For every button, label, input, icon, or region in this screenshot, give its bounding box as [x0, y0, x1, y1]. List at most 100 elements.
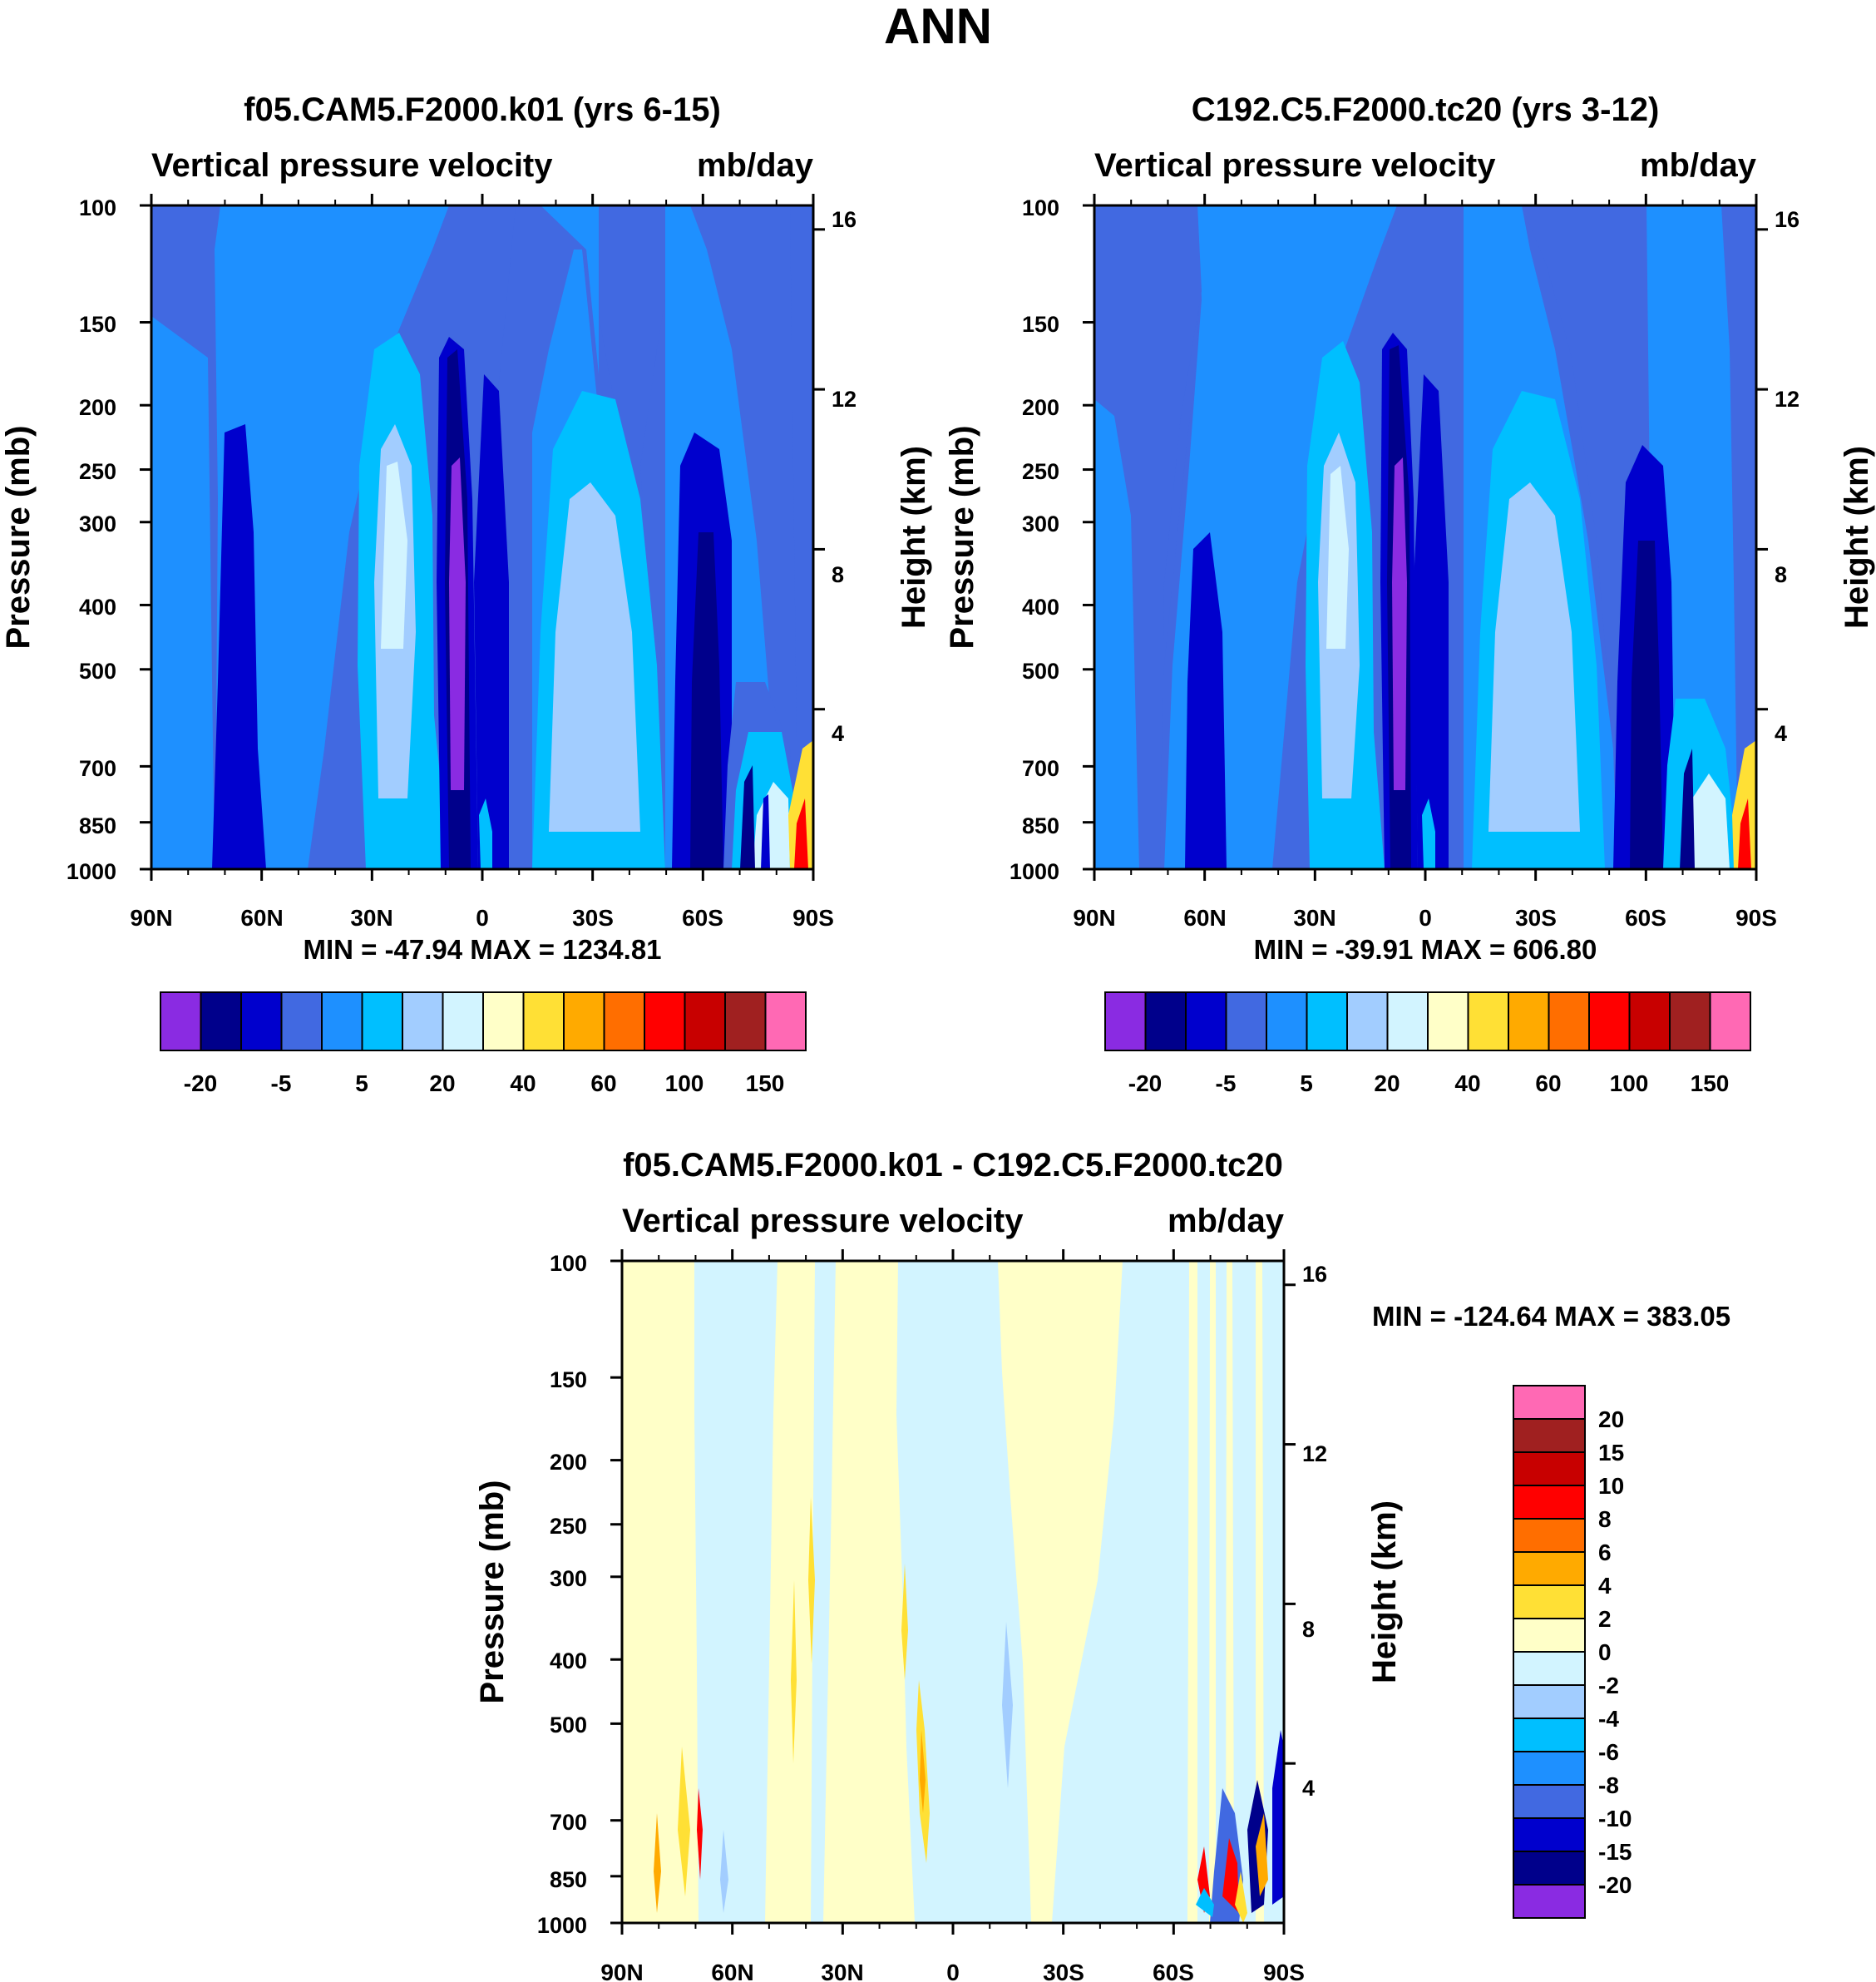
colorbar-swatch [603, 991, 645, 1051]
panel-b-x-tick-label: 30N [1293, 905, 1335, 931]
colorbar-swatch [1669, 991, 1711, 1051]
panel-b-colorbar [1104, 991, 1751, 1051]
panel-diff-y-tick-label: 400 [550, 1648, 587, 1673]
panel-a-height-tick-label: 12 [832, 387, 857, 412]
panel-diff-y-tick-label: 500 [550, 1713, 587, 1737]
colorbar-swatch [1513, 1884, 1586, 1919]
panel-a-x-tick-label: 0 [476, 905, 489, 931]
colorbar-swatch [482, 991, 525, 1051]
panel-diff-colorbar-label: 4 [1598, 1573, 1612, 1599]
panel-diff-y-tick-label: 300 [550, 1566, 587, 1591]
panel-a-colorbar-label: 100 [665, 1070, 704, 1096]
panel-b-x-tick-label: 90S [1735, 905, 1777, 931]
panel-diff-ticks [610, 1249, 1296, 1935]
colorbar-swatch [1513, 1584, 1586, 1619]
colorbar-swatch [1513, 1518, 1586, 1553]
panel-a-ticks [140, 194, 825, 881]
panel-b-y-tick-label: 500 [1022, 659, 1059, 684]
panel-diff-y-axis-title: Pressure (mb) [474, 1480, 511, 1704]
panel-a-y-tick-label: 100 [79, 195, 116, 220]
colorbar-swatch [1513, 1618, 1586, 1653]
panel-a-y-right-axis: 4 8 12 16 Height (km) [832, 207, 932, 746]
panel-b-y-axis-title: Pressure (mb) [944, 426, 980, 650]
panel-b-colorbar-label: -20 [1128, 1070, 1162, 1096]
colorbar-swatch [1104, 991, 1147, 1051]
panel-b-y-tick-label: 850 [1022, 813, 1059, 838]
panel-b-y-tick-label: 1000 [1010, 859, 1059, 884]
panel-b-left-string: Vertical pressure velocity [1094, 147, 1496, 184]
panel-a-y-tick-label: 700 [79, 756, 116, 781]
panel-diff-height-tick-label: 4 [1302, 1776, 1315, 1801]
panel-b-height-tick-label: 12 [1775, 387, 1799, 412]
colorbar-swatch [361, 991, 403, 1051]
panel-diff-y-tick-label: 700 [550, 1810, 587, 1835]
panel-a-y-tick-label: 500 [79, 659, 116, 684]
panel-a-colorbar-label: 40 [510, 1070, 536, 1096]
panel-a-x-tick-label: 60S [682, 905, 723, 931]
panel-a-x-tick-label: 60N [240, 905, 283, 931]
panel-diff-y-right-axis: 4 8 12 16 Height (km) [1302, 1262, 1403, 1801]
panel-a-colorbar-label: 20 [429, 1070, 455, 1096]
panel-b-x-tick-label: 30S [1515, 905, 1557, 931]
panel-b-height-axis-title: Height (km) [1839, 446, 1875, 629]
panel-diff-colorbar-label: 6 [1598, 1540, 1612, 1565]
panel-diff-y-tick-label: 200 [550, 1450, 587, 1475]
colorbar-swatch [1513, 1851, 1586, 1886]
panel-a-right-string: mb/day [697, 147, 814, 184]
panel-a-height-tick-label: 8 [832, 562, 844, 587]
panel-a-x-tick-label: 90S [792, 905, 834, 931]
panel-a-min-max: MIN = -47.94 MAX = 1234.81 [303, 934, 661, 965]
panel-diff-colorbar-label: 0 [1598, 1639, 1612, 1665]
colorbar-swatch [402, 991, 444, 1051]
panel-a-colorbar [160, 991, 807, 1051]
colorbar-swatch [764, 991, 807, 1051]
panel-b-height-tick-label: 4 [1775, 721, 1787, 746]
colorbar-swatch [280, 991, 323, 1051]
colorbar-swatch [200, 991, 242, 1051]
figure-title: ANN [884, 0, 992, 54]
panel-a-x-tick-label: 30N [350, 905, 392, 931]
panel-diff-x-tick-label: 60N [711, 1960, 753, 1982]
panel-a-y-tick-label: 150 [79, 312, 116, 337]
panel-b-ticks [1083, 194, 1768, 881]
panel-diff-min-max: MIN = -124.64 MAX = 383.05 [1372, 1301, 1730, 1332]
panel-b-colorbar-label: -5 [1216, 1070, 1237, 1096]
panel-a-y-tick-label: 250 [79, 459, 116, 484]
colorbar-swatch [563, 991, 605, 1051]
colorbar-swatch [1513, 1751, 1586, 1786]
colorbar-swatch [1513, 1385, 1586, 1420]
panel-diff-colorbar [1513, 1385, 1586, 1919]
panel-diff-y-tick-label: 1000 [537, 1913, 587, 1938]
colorbar-swatch [522, 991, 565, 1051]
panel-b-colorbar-label: 5 [1300, 1070, 1313, 1096]
panel-b-colorbar-label: 20 [1374, 1070, 1400, 1096]
panel-a-height-axis-title: Height (km) [896, 446, 932, 629]
panel-diff-height-tick-label: 8 [1302, 1617, 1315, 1642]
panel-diff-x-tick-label: 30N [821, 1960, 863, 1982]
panel-diff-x-tick-label: 0 [946, 1960, 960, 1982]
colorbar-swatch [1513, 1651, 1586, 1686]
panel-diff-x-tick-label: 90S [1263, 1960, 1305, 1982]
panel-b-x-axis: 90N 60N 30N 0 30S 60S 90S [1073, 905, 1777, 931]
panel-diff-y-tick-label: 100 [550, 1251, 587, 1276]
colorbar-swatch [1508, 991, 1550, 1051]
colorbar-swatch [724, 991, 767, 1051]
colorbar-swatch [684, 991, 726, 1051]
panel-diff-x-tick-label: 90N [600, 1960, 643, 1982]
panel-diff-contour-field [622, 1261, 1284, 1923]
panel-a-colorbar-label: 150 [746, 1070, 785, 1096]
panel-diff-right-string: mb/day [1168, 1203, 1285, 1239]
panel-a-x-tick-label: 90N [130, 905, 172, 931]
panel-diff-colorbar-label: 2 [1598, 1606, 1612, 1632]
panel-diff-colorbar-label: -20 [1598, 1872, 1632, 1898]
colorbar-swatch [1427, 991, 1469, 1051]
panel-a-y-tick-label: 400 [79, 595, 116, 620]
panel-diff-x-tick-label: 60S [1153, 1960, 1194, 1982]
colorbar-swatch [1548, 991, 1590, 1051]
panel-a-colorbar-label: -20 [184, 1070, 217, 1096]
panel-diff-colorbar-label: -15 [1598, 1839, 1632, 1865]
panel-diff-y-tick-label: 850 [550, 1867, 587, 1892]
panel-diff-colorbar-label: -6 [1598, 1739, 1619, 1765]
panel-a-y-tick-label: 850 [79, 813, 116, 838]
